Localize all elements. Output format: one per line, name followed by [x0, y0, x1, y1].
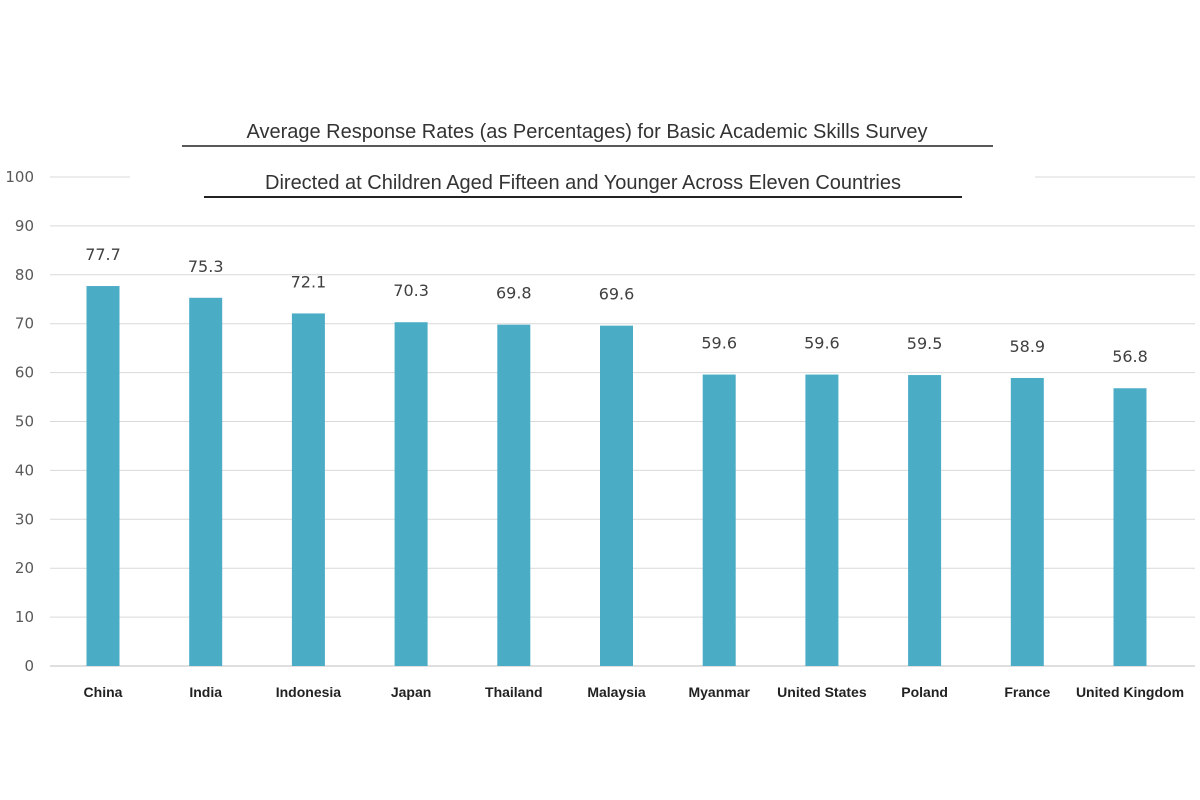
data-label: 59.6 [804, 334, 840, 353]
bar [291, 313, 325, 666]
x-tick-label: Thailand [485, 684, 543, 700]
data-label: 77.7 [85, 245, 121, 264]
data-label: 69.6 [599, 285, 635, 304]
title-line-2: Directed at Children Aged Fifteen and Yo… [265, 172, 901, 194]
data-label: 70.3 [393, 281, 429, 300]
y-tick-label: 30 [15, 510, 34, 528]
bar [394, 322, 428, 666]
data-label: 72.1 [291, 272, 327, 291]
y-tick-label: 90 [15, 217, 34, 235]
bar [805, 374, 839, 666]
data-label: 69.8 [496, 284, 532, 303]
x-tick-label: Myanmar [688, 684, 750, 700]
x-axis-labels: China India Indonesia Japan Thailand Malaysia… [84, 684, 1185, 700]
x-tick-label: Poland [901, 684, 948, 700]
data-label: 56.8 [1112, 347, 1148, 366]
bars [86, 286, 1147, 666]
y-tick-label: 60 [15, 364, 34, 382]
data-label: 59.6 [701, 334, 737, 353]
y-tick-label: 70 [15, 315, 34, 333]
x-tick-label: Japan [391, 684, 431, 700]
y-tick-label: 80 [15, 266, 34, 284]
y-tick-label: 20 [15, 559, 34, 577]
x-tick-label: Malaysia [587, 684, 646, 700]
bar [189, 297, 223, 666]
data-label: 59.5 [907, 334, 943, 353]
x-tick-label: United Kingdom [1076, 684, 1184, 700]
x-tick-label: China [84, 684, 123, 700]
bar [86, 286, 120, 666]
y-tick-label: 10 [15, 608, 34, 626]
bar [908, 375, 942, 666]
x-tick-label: France [1004, 684, 1050, 700]
y-tick-label: 50 [15, 413, 34, 431]
data-label: 75.3 [188, 257, 224, 276]
bar [1113, 388, 1147, 666]
chart-title: Average Response Rates (as Percentages) … [130, 105, 1035, 205]
bar [1010, 377, 1044, 666]
x-tick-label: Indonesia [276, 684, 342, 700]
y-tick-label: 0 [24, 657, 34, 675]
y-tick-label: 40 [15, 461, 34, 479]
data-label: 58.9 [1009, 337, 1045, 356]
y-axis-ticks: 0 10 20 30 40 50 60 70 80 90 100 [5, 168, 34, 675]
bar [702, 374, 736, 666]
x-tick-label: India [189, 684, 222, 700]
y-tick-label: 100 [5, 168, 34, 186]
bar [497, 324, 531, 666]
x-tick-label: United States [777, 684, 867, 700]
bar [600, 325, 633, 666]
title-background [130, 105, 1035, 205]
data-labels: 77.7 75.3 72.1 70.3 69.8 69.6 59.6 59.6 59.5 58.9… [85, 245, 1148, 366]
title-line-1: Average Response Rates (as Percentages) … [246, 121, 927, 143]
